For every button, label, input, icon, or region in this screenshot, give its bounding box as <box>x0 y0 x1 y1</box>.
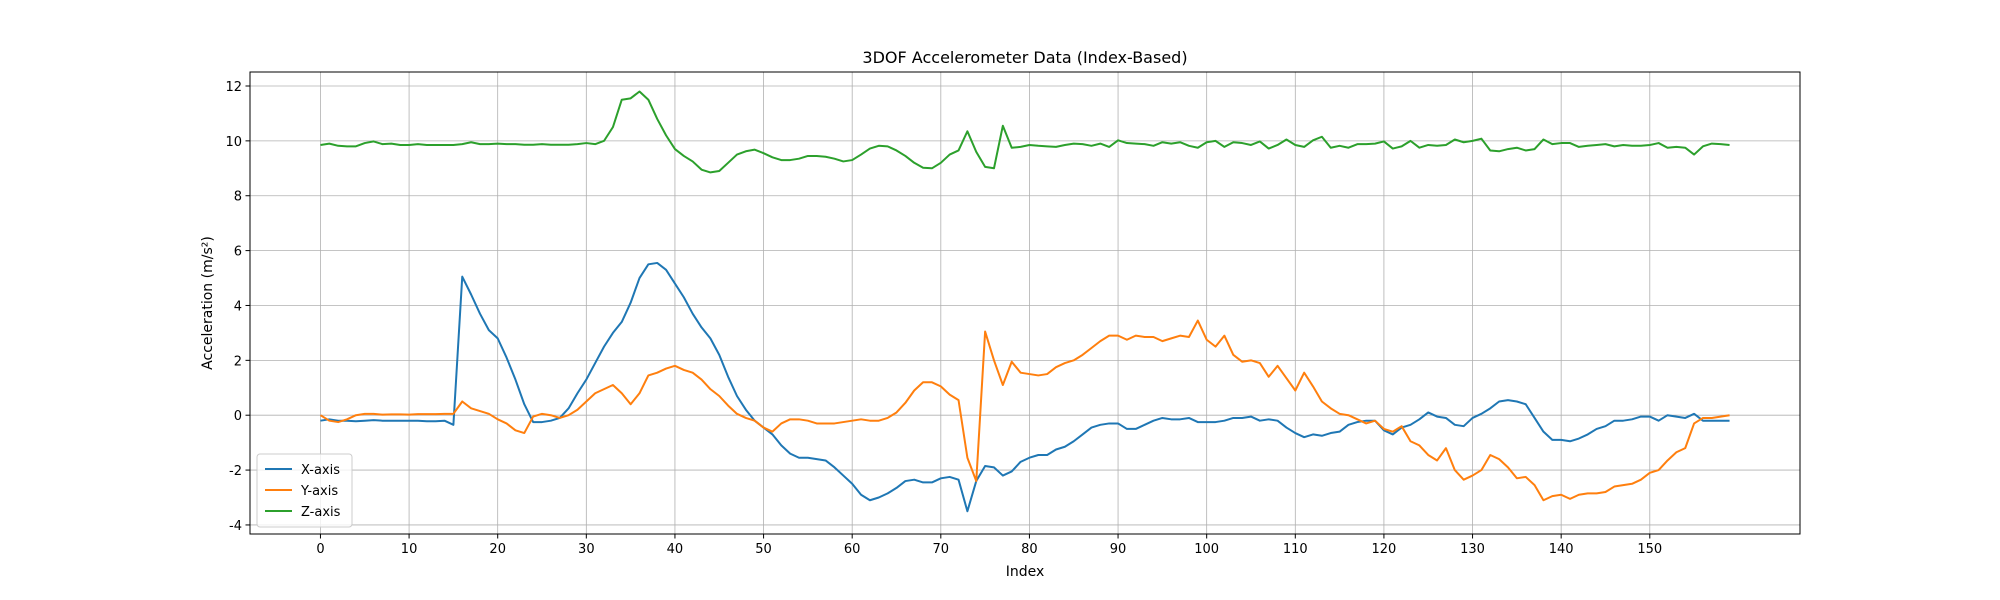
x-tick-label: 40 <box>667 542 684 557</box>
y-tick-label: 4 <box>234 299 242 314</box>
y-tick-label: 12 <box>225 80 242 95</box>
y-tick-label: -4 <box>229 519 242 534</box>
y-tick-label: 6 <box>234 245 242 260</box>
x-tick-label: 90 <box>1110 542 1127 557</box>
x-axis-label: Index <box>1006 564 1045 580</box>
x-tick-label: 70 <box>933 542 950 557</box>
x-tick-label: 80 <box>1021 542 1038 557</box>
x-tick-label: 50 <box>755 542 772 557</box>
legend-label: X-axis <box>301 463 340 478</box>
series-line <box>320 261 1730 513</box>
x-tick-label: 110 <box>1283 542 1308 557</box>
x-tick-label: 10 <box>401 542 418 557</box>
x-tick-label: 0 <box>316 542 324 557</box>
legend-box <box>256 453 353 528</box>
chart-title: 3DOF Accelerometer Data (Index-Based) <box>862 48 1187 67</box>
x-tick-label: 120 <box>1372 542 1397 557</box>
x-tick-label: 140 <box>1549 542 1574 557</box>
x-tick-label: 150 <box>1637 542 1662 557</box>
legend-label: Z-axis <box>301 505 341 520</box>
x-tick-label: 100 <box>1194 542 1219 557</box>
y-tick-label: 10 <box>225 135 242 150</box>
y-tick-label: -2 <box>229 464 242 479</box>
y-axis-label: Acceleration (m/s²) <box>200 236 216 370</box>
x-tick-label: 130 <box>1460 542 1485 557</box>
plot-frame <box>249 71 1801 535</box>
y-tick-label: 2 <box>234 354 242 369</box>
x-tick-label: 60 <box>844 542 861 557</box>
series-line <box>319 319 1730 502</box>
y-tick-label: 8 <box>234 190 242 205</box>
x-tick-label: 30 <box>578 542 595 557</box>
legend-label: Y-axis <box>300 484 338 499</box>
x-tick-label: 20 <box>489 542 506 557</box>
y-tick-label: 0 <box>234 409 242 424</box>
series-line <box>320 90 1730 174</box>
